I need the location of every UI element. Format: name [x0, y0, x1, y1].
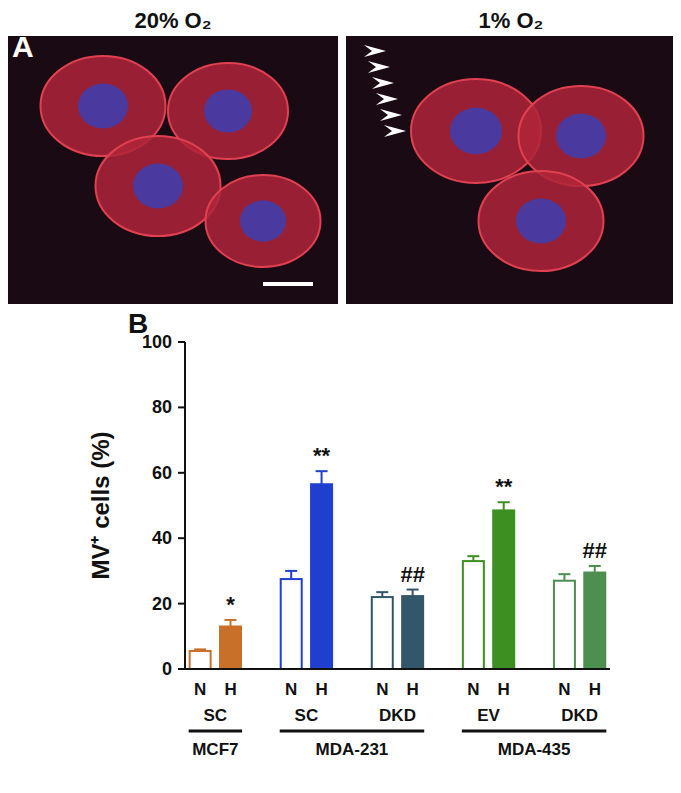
svg-text:40: 40 [152, 528, 172, 548]
svg-text:SC: SC [295, 706, 319, 725]
svg-text:MDA-435: MDA-435 [498, 740, 571, 759]
html-text:1% O₂: 1% O₂ [478, 8, 544, 33]
svg-text:20: 20 [152, 594, 172, 614]
svg-text:DKD: DKD [379, 706, 416, 725]
svg-text:MCF7: MCF7 [192, 740, 238, 759]
svg-text:MDA-231: MDA-231 [316, 740, 389, 759]
html-text:A: A [12, 30, 34, 63]
svg-text:N: N [376, 680, 388, 699]
svg-text:N: N [558, 680, 570, 699]
svg-text:DKD: DKD [561, 706, 598, 725]
svg-text:*: * [226, 592, 235, 617]
svg-text:EV: EV [477, 706, 500, 725]
svg-text:**: ** [313, 443, 331, 468]
svg-text:N: N [285, 680, 297, 699]
svg-text:SC: SC [204, 706, 228, 725]
svg-text:MV⁺ cells (%): MV⁺ cells (%) [87, 431, 114, 579]
svg-text:H: H [498, 680, 510, 699]
svg-text:N: N [194, 680, 206, 699]
svg-text:100: 100 [142, 332, 172, 352]
svg-text:H: H [589, 680, 601, 699]
svg-text:H: H [224, 680, 236, 699]
svg-text:N: N [467, 680, 479, 699]
svg-text:##: ## [583, 538, 607, 563]
svg-text:**: ** [495, 474, 513, 499]
svg-text:H: H [315, 680, 327, 699]
svg-text:80: 80 [152, 397, 172, 417]
html-text:B: B [128, 308, 149, 339]
svg-text:60: 60 [152, 463, 172, 483]
svg-text:##: ## [400, 562, 424, 587]
svg-text:0: 0 [162, 659, 172, 679]
html-text:20% O₂: 20% O₂ [134, 8, 212, 33]
svg-text:H: H [407, 680, 419, 699]
